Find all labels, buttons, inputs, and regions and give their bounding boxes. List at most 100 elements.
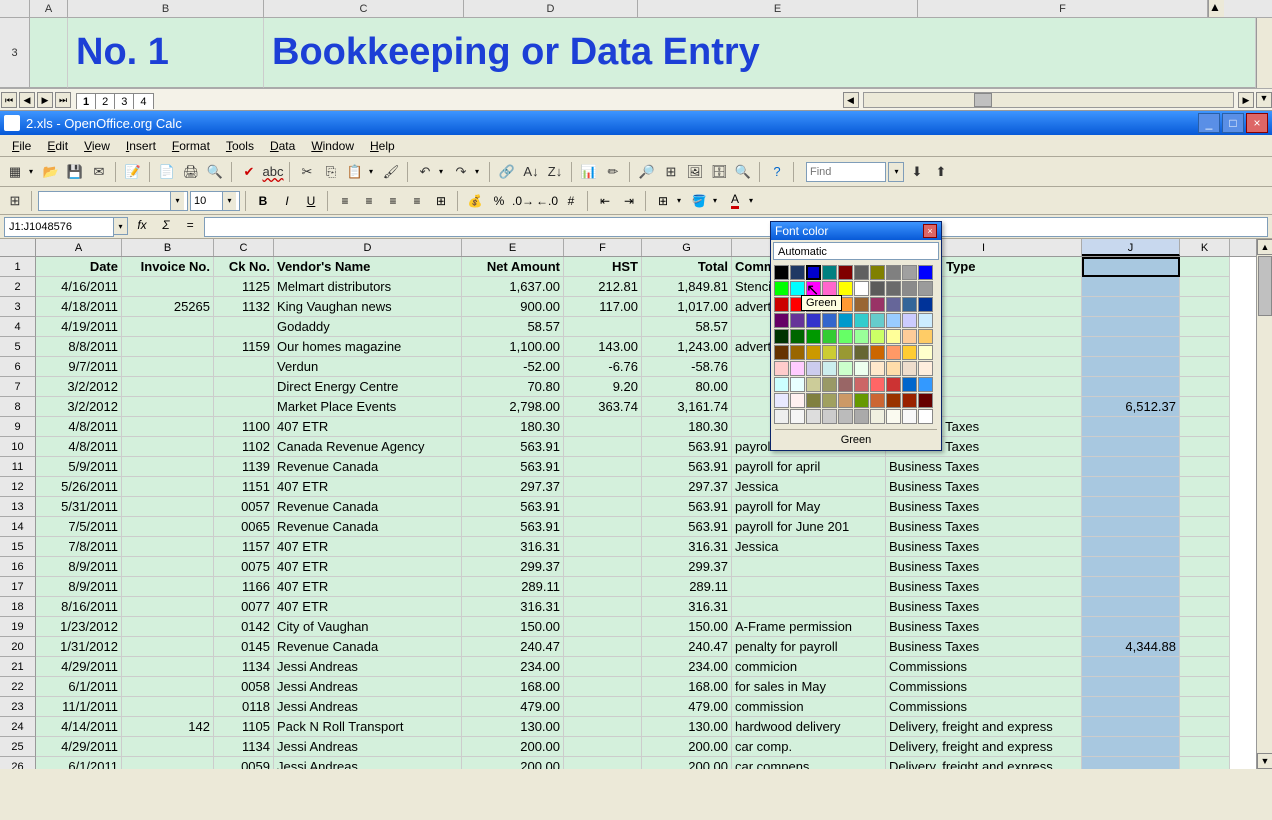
col-header-d[interactable]: D: [274, 239, 462, 256]
cell[interactable]: 8/8/2011: [36, 337, 122, 357]
cell[interactable]: 1,243.00: [642, 337, 732, 357]
row-number-1[interactable]: 1: [0, 257, 36, 277]
cell[interactable]: 8/9/2011: [36, 557, 122, 577]
cell[interactable]: [1082, 477, 1180, 497]
cell[interactable]: car comp.: [732, 737, 886, 757]
col-header-k[interactable]: K: [1180, 239, 1230, 256]
vscroll-down-icon[interactable]: ▼: [1257, 753, 1272, 769]
cell[interactable]: 297.37: [642, 477, 732, 497]
cell[interactable]: 9.20: [564, 377, 642, 397]
cell[interactable]: 1/23/2012: [36, 617, 122, 637]
menu-window[interactable]: Window: [303, 137, 362, 155]
cell[interactable]: [122, 637, 214, 657]
cell[interactable]: Revenue Canada: [274, 517, 462, 537]
cell[interactable]: Commissions: [886, 697, 1082, 717]
cell[interactable]: hardwood delivery: [732, 717, 886, 737]
color-swatch[interactable]: [806, 313, 821, 328]
cell[interactable]: 479.00: [642, 697, 732, 717]
color-swatch[interactable]: [822, 409, 837, 424]
col-header-j[interactable]: J: [1082, 239, 1180, 256]
color-swatch[interactable]: [870, 393, 885, 408]
header-cell[interactable]: HST: [564, 257, 642, 277]
cell[interactable]: [564, 317, 642, 337]
cell[interactable]: [1082, 617, 1180, 637]
cell[interactable]: [122, 577, 214, 597]
cell[interactable]: 299.37: [642, 557, 732, 577]
cell[interactable]: 130.00: [462, 717, 564, 737]
minimize-button[interactable]: _: [1198, 113, 1220, 133]
cell[interactable]: 1159: [214, 337, 274, 357]
color-swatch[interactable]: [806, 393, 821, 408]
cell[interactable]: 1105: [214, 717, 274, 737]
cell[interactable]: 0142: [214, 617, 274, 637]
nav-first-icon[interactable]: ⏮: [1, 92, 17, 108]
color-swatch[interactable]: [902, 345, 917, 360]
cell[interactable]: [1082, 537, 1180, 557]
cell[interactable]: 563.91: [642, 457, 732, 477]
font-size-combo[interactable]: 10▾: [190, 191, 240, 211]
nav-prev-icon[interactable]: ◀: [19, 92, 35, 108]
bold-button[interactable]: B: [252, 190, 274, 212]
cell[interactable]: [1082, 297, 1180, 317]
color-swatch[interactable]: [790, 281, 805, 296]
color-swatch[interactable]: [838, 329, 853, 344]
row-number-17[interactable]: 17: [0, 577, 36, 597]
cell[interactable]: [564, 597, 642, 617]
color-swatch[interactable]: [918, 409, 933, 424]
cell[interactable]: [564, 477, 642, 497]
color-swatch[interactable]: [838, 281, 853, 296]
color-swatch[interactable]: [870, 345, 885, 360]
color-swatch[interactable]: [854, 281, 869, 296]
row-number-11[interactable]: 11: [0, 457, 36, 477]
cell[interactable]: 3,161.74: [642, 397, 732, 417]
row-number-7[interactable]: 7: [0, 377, 36, 397]
currency-icon[interactable]: 💰: [464, 190, 486, 212]
underline-button[interactable]: U: [300, 190, 322, 212]
color-swatch[interactable]: [854, 265, 869, 280]
cell[interactable]: 4/16/2011: [36, 277, 122, 297]
cell[interactable]: [564, 737, 642, 757]
cell[interactable]: [214, 377, 274, 397]
col-header-a[interactable]: A: [36, 239, 122, 256]
cell[interactable]: [122, 737, 214, 757]
color-swatch[interactable]: [918, 393, 933, 408]
cell[interactable]: 1134: [214, 657, 274, 677]
color-swatch[interactable]: [822, 281, 837, 296]
menu-insert[interactable]: Insert: [118, 137, 164, 155]
cell[interactable]: [1082, 737, 1180, 757]
color-swatch[interactable]: [886, 297, 901, 312]
cell[interactable]: commission: [732, 697, 886, 717]
color-swatch[interactable]: [886, 409, 901, 424]
col-header-f[interactable]: F: [564, 239, 642, 256]
color-swatch[interactable]: [902, 313, 917, 328]
cell[interactable]: 563.91: [642, 437, 732, 457]
color-swatch[interactable]: [854, 361, 869, 376]
cells-area[interactable]: DateInvoice No.Ck No.Vendor's NameNet Am…: [36, 257, 1230, 769]
cell[interactable]: 70.80: [462, 377, 564, 397]
cell[interactable]: [1180, 737, 1230, 757]
find-replace-icon[interactable]: 🔎: [636, 161, 658, 183]
cell[interactable]: [1180, 757, 1230, 769]
cell[interactable]: [1180, 377, 1230, 397]
color-swatch[interactable]: [918, 265, 933, 280]
redo-icon[interactable]: ↷: [450, 161, 472, 183]
cell[interactable]: [564, 657, 642, 677]
cell[interactable]: 4/8/2011: [36, 437, 122, 457]
cell[interactable]: 316.31: [462, 597, 564, 617]
color-swatch[interactable]: [774, 361, 789, 376]
color-swatch[interactable]: [902, 377, 917, 392]
cell[interactable]: 80.00: [642, 377, 732, 397]
row-number-13[interactable]: 13: [0, 497, 36, 517]
cell[interactable]: 4/18/2011: [36, 297, 122, 317]
cell[interactable]: [1082, 317, 1180, 337]
color-swatch[interactable]: [854, 377, 869, 392]
cell[interactable]: [122, 697, 214, 717]
cell[interactable]: [1180, 657, 1230, 677]
row-number-25[interactable]: 25: [0, 737, 36, 757]
color-swatch[interactable]: [902, 409, 917, 424]
color-swatch[interactable]: [774, 265, 789, 280]
cell[interactable]: [122, 277, 214, 297]
cell[interactable]: 130.00: [642, 717, 732, 737]
col-header-c[interactable]: C: [214, 239, 274, 256]
find-input[interactable]: [806, 162, 886, 182]
